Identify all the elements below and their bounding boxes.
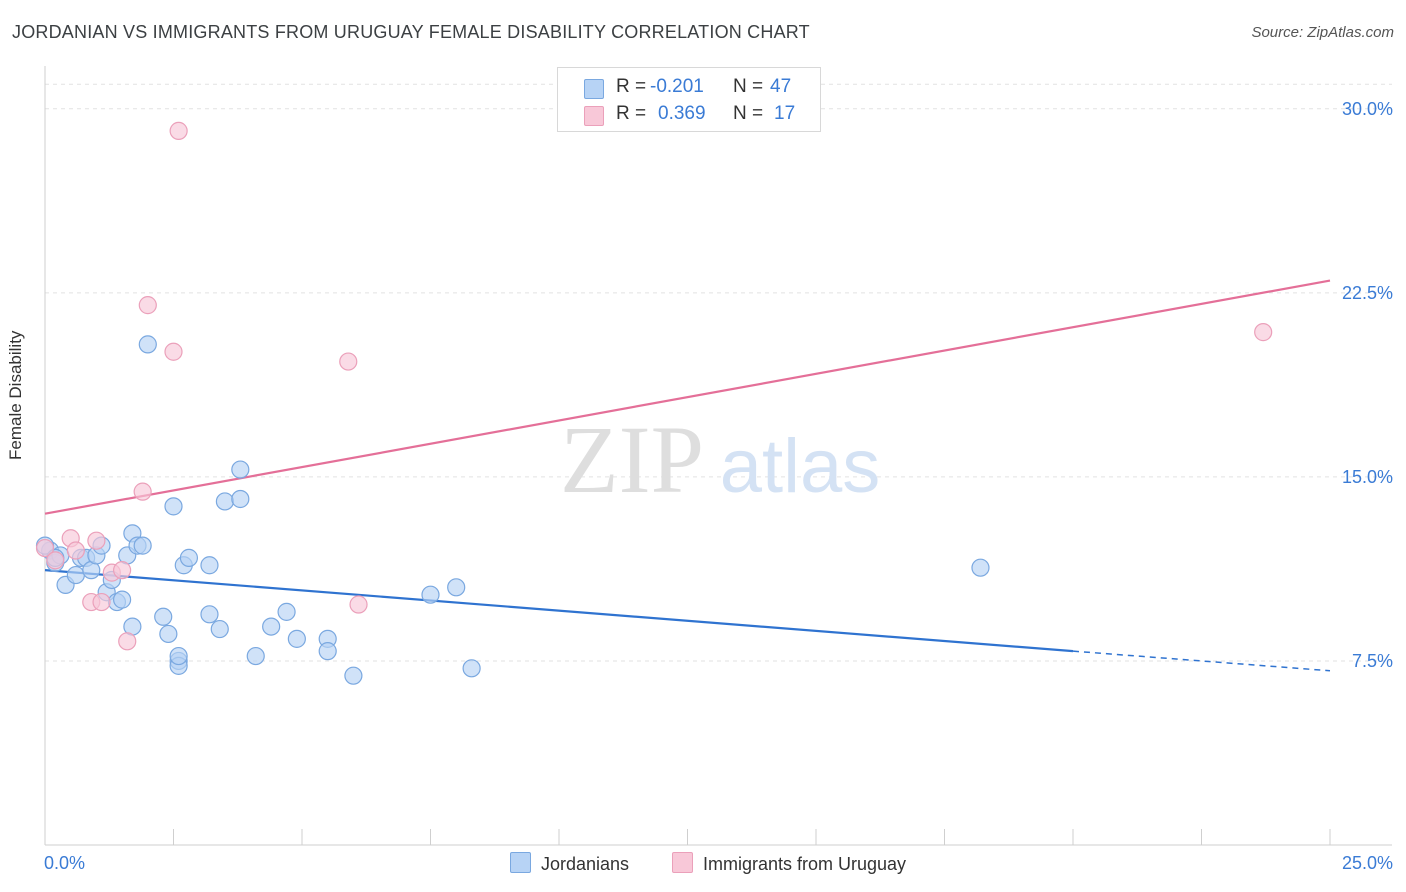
jordanian-point	[277, 602, 296, 621]
legend-n-value: 17	[774, 103, 796, 124]
y-tick-label: 7.5%	[1352, 651, 1393, 671]
legend-swatch-blue	[584, 79, 604, 99]
bottom-legend-swatch-blue	[510, 852, 531, 873]
data-points	[35, 121, 1273, 685]
uruguay-point	[92, 592, 111, 612]
jordanian-point	[318, 642, 337, 661]
legend-swatch-pink	[584, 106, 604, 126]
uruguay-trendline	[44, 279, 1331, 515]
jordanian-point	[66, 565, 85, 585]
legend-r-value: -0.201	[650, 76, 704, 97]
watermark: ZIP atlas	[560, 406, 880, 513]
jordanian-trendline	[44, 569, 1074, 653]
uruguay-point	[46, 551, 65, 570]
tick-labels: 7.5% 15.0% 22.5% 30.0% 0.0% 25.0%	[44, 99, 1393, 873]
trendlines	[44, 279, 1331, 672]
uruguay-point	[349, 595, 368, 614]
bottom-legend-swatch-pink	[672, 852, 693, 873]
legend-n-label: N =	[733, 103, 764, 124]
jordanian-point	[164, 497, 183, 516]
uruguay-point	[35, 538, 55, 558]
bottom-legend-uruguay: Immigrants from Uruguay	[672, 852, 906, 875]
x-tick-label: 0.0%	[44, 853, 85, 873]
uruguay-point	[133, 482, 152, 501]
uruguay-point	[1254, 323, 1273, 342]
jordanian-point	[159, 624, 178, 644]
y-axis-label: Female Disability	[6, 330, 25, 460]
y-tick-label: 22.5%	[1342, 283, 1393, 303]
jordanian-point	[421, 585, 440, 604]
jordanian-point	[462, 659, 481, 678]
jordanian-point	[200, 556, 219, 575]
uruguay-point	[87, 531, 106, 550]
uruguay-point	[169, 121, 188, 140]
uruguay-point	[138, 296, 157, 315]
x-tick-label: 25.0%	[1342, 853, 1393, 873]
y-tick-label: 15.0%	[1342, 467, 1393, 487]
bottom-legend-label: Jordanians	[541, 854, 630, 874]
jordanian-point	[246, 646, 265, 666]
jordanian-point	[231, 489, 250, 509]
jordanian-point	[169, 646, 188, 666]
jordanian-point	[112, 590, 132, 609]
watermark-zip: ZIP	[560, 406, 704, 513]
legend-r-label: R =	[616, 76, 647, 97]
legend-n-label: N =	[733, 76, 764, 97]
jordanian-point	[179, 548, 199, 567]
chart-title: JORDANIAN VS IMMIGRANTS FROM URUGUAY FEM…	[12, 22, 810, 42]
uruguay-point	[118, 632, 137, 651]
jordanian-point	[215, 492, 234, 511]
jordanian-point	[287, 629, 306, 648]
stats-legend: R = -0.201 N = 47 R = 0.369 N = 17	[557, 67, 821, 132]
uruguay-point	[164, 342, 183, 361]
uruguay-point	[112, 561, 132, 580]
jordanian-point	[154, 607, 173, 626]
jordanian-point	[138, 335, 157, 354]
jordanian-point	[200, 605, 219, 624]
jordanian-point	[971, 558, 990, 577]
uruguay-point	[66, 541, 85, 560]
jordanian-point	[262, 617, 281, 636]
jordanian-point	[210, 619, 229, 639]
uruguay-point	[339, 352, 358, 371]
legend-r-value: 0.369	[658, 103, 706, 124]
watermark-atlas: atlas	[720, 424, 881, 509]
legend-n-value: 47	[770, 76, 792, 97]
bottom-legend-label: Immigrants from Uruguay	[703, 854, 907, 874]
y-tick-label: 30.0%	[1342, 99, 1393, 119]
bottom-legend-jordanians: Jordanians	[510, 852, 629, 875]
jordanian-point	[344, 666, 363, 685]
legend-r-label: R =	[616, 103, 647, 124]
jordanian-point	[447, 578, 466, 597]
jordanian-point	[231, 460, 250, 479]
jordanian-trendline-extension	[1072, 650, 1331, 672]
jordanian-point	[133, 536, 152, 555]
source-label: Source: ZipAtlas.com	[1251, 24, 1394, 41]
gridlines	[45, 83, 1392, 662]
axes	[44, 66, 1392, 846]
